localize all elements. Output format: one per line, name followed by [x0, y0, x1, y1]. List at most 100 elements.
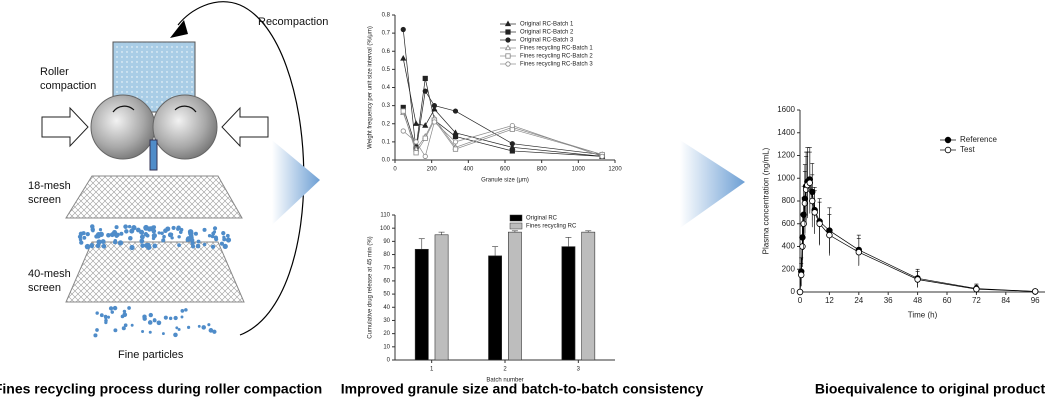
particle [78, 237, 83, 242]
flow-arrow [272, 140, 320, 225]
particle [84, 243, 91, 250]
marker [796, 288, 804, 296]
legend-swatch [509, 214, 523, 222]
particle [96, 239, 102, 245]
marker [504, 20, 512, 27]
particle [197, 324, 201, 328]
marker [809, 197, 816, 205]
marker [452, 133, 459, 140]
particle [95, 311, 99, 315]
particle [160, 231, 164, 236]
particle [179, 227, 184, 232]
marker [400, 26, 406, 33]
particle [187, 325, 191, 330]
screen-40-mesh [65, 241, 245, 303]
particle [175, 326, 179, 330]
particle [98, 231, 104, 238]
particle [152, 243, 158, 249]
x-tick-label: 0 [798, 296, 803, 305]
bar [561, 246, 576, 361]
marker [505, 37, 511, 43]
particle [211, 231, 216, 236]
y-axis-label: Cumulative drug release at 45 min (%) [367, 236, 373, 338]
particle [173, 315, 178, 321]
y-tick-label: 800 [782, 196, 796, 205]
particle [117, 240, 124, 246]
y-tick-label: 0 [791, 287, 796, 296]
x-tick-label: 72 [972, 296, 981, 305]
marker [431, 103, 438, 109]
marker [806, 179, 813, 186]
mesh40-label: 40-mesh [28, 268, 71, 280]
particle [177, 243, 181, 248]
bar [488, 255, 502, 361]
roller [90, 94, 156, 160]
particle [128, 235, 133, 241]
x-tick-label: 12 [825, 296, 834, 305]
marker [400, 55, 407, 61]
particle [95, 328, 99, 332]
x-tick-label: 3 [577, 367, 581, 373]
particle [104, 316, 108, 320]
particle [156, 320, 162, 326]
marker [509, 141, 515, 147]
y-tick-label: 1200 [777, 151, 795, 160]
particle [201, 325, 206, 330]
y-tick-label: 40 [383, 305, 390, 311]
mesh18-label: screen [28, 194, 61, 206]
particle [143, 232, 149, 237]
particle [111, 232, 116, 237]
y-tick-label: 1000 [777, 173, 795, 182]
particle [190, 244, 196, 249]
particle [142, 316, 147, 321]
x-axis-label: Batch number [486, 377, 523, 383]
particle [214, 237, 219, 242]
particle [112, 240, 117, 245]
x-axis-label: Granule size (μm) [481, 177, 529, 183]
particle [148, 330, 152, 334]
x-tick-label: 24 [854, 296, 863, 305]
particle [152, 318, 157, 323]
particle [147, 320, 153, 325]
x-tick-label: 400 [463, 167, 474, 173]
particle [90, 244, 94, 249]
legend-label: Original RC-Batch 2 [520, 30, 574, 36]
particle [226, 238, 231, 243]
y-axis-label: Weight frequency per unit size interval … [367, 26, 373, 149]
x-tick-label: 600 [500, 167, 511, 173]
y-tick-label: 600 [782, 219, 796, 228]
y-tick-label: 200 [782, 264, 796, 273]
particle [129, 244, 135, 251]
marker [1031, 288, 1039, 295]
marker [509, 148, 515, 154]
ribbon [149, 139, 158, 171]
particle [168, 316, 173, 321]
particle [147, 227, 152, 232]
legend-label: Fines recycling RC-Batch 2 [520, 54, 593, 60]
y-tick-label: 0.8 [382, 13, 391, 19]
x-tick-label: 1000 [572, 167, 586, 173]
particle [212, 226, 218, 231]
particle [157, 231, 161, 235]
roller-label: compaction [40, 80, 96, 92]
particle [202, 227, 207, 232]
recompaction-arrow [177, 1, 305, 336]
particle [212, 329, 217, 334]
particle [225, 233, 230, 238]
particle [119, 231, 124, 236]
marker [413, 139, 419, 145]
marker [599, 153, 605, 159]
fines-label: Fine particles [118, 349, 184, 361]
particle [151, 225, 156, 230]
particle [82, 235, 87, 240]
particle [207, 323, 211, 327]
process-diagram: Recompaction Roller compaction 18-mesh s… [28, 1, 328, 361]
particle [221, 231, 226, 236]
caption: Bioequivalence to original product [815, 381, 1046, 397]
particle [113, 328, 118, 333]
particle [106, 232, 111, 238]
particle [161, 332, 165, 336]
rotation-arrow [174, 105, 197, 113]
particle [195, 243, 201, 249]
